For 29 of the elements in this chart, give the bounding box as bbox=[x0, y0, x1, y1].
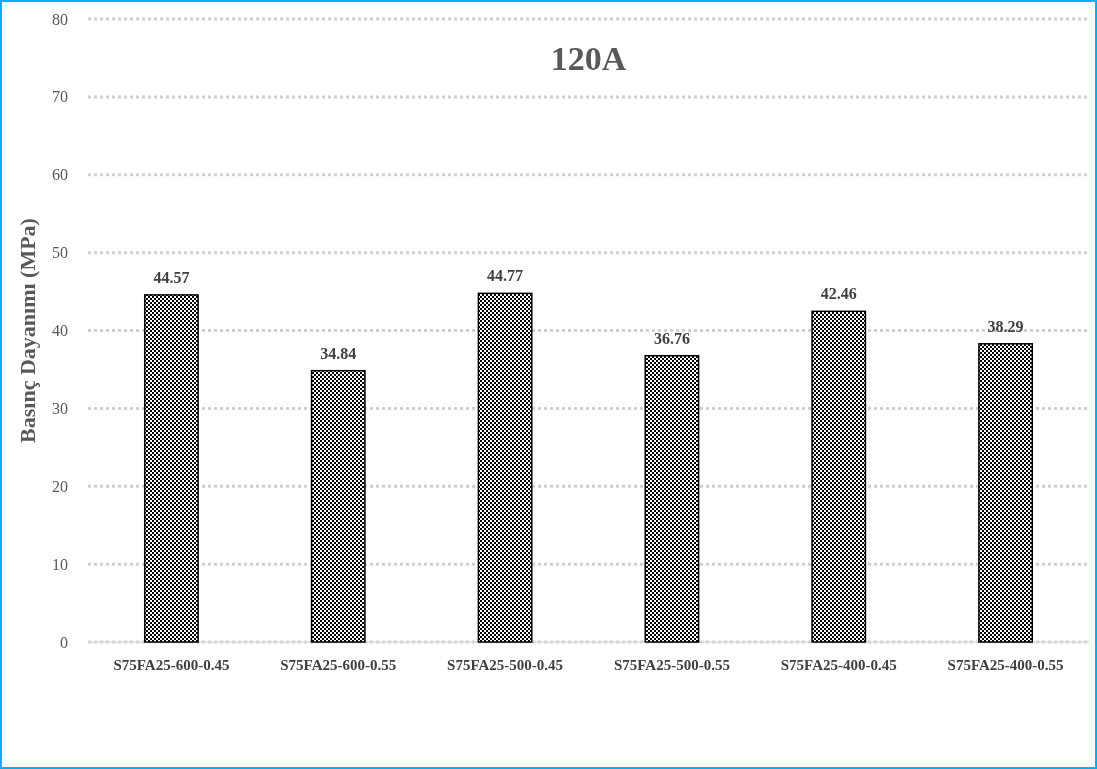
y-tick-label: 0 bbox=[60, 633, 68, 651]
data-label: 36.76 bbox=[653, 329, 690, 347]
y-tick-label: 40 bbox=[52, 322, 68, 340]
bar bbox=[644, 354, 700, 643]
x-tick-label: S75FA25-400-0.55 bbox=[947, 657, 1064, 673]
x-tick-label: S75FA25-400-0.45 bbox=[780, 657, 897, 673]
data-label: 42.46 bbox=[820, 285, 857, 303]
bar bbox=[811, 310, 867, 643]
y-tick-label: 20 bbox=[52, 477, 68, 495]
x-tick-label: S75FA25-500-0.55 bbox=[613, 657, 730, 673]
bar bbox=[143, 294, 199, 643]
y-tick-label: 30 bbox=[52, 399, 68, 417]
x-tick-label: S75FA25-600-0.55 bbox=[280, 657, 397, 673]
x-tick-label: S75FA25-600-0.45 bbox=[113, 657, 230, 673]
text: 120A bbox=[550, 40, 627, 77]
y-tick-label: 60 bbox=[52, 166, 68, 184]
y-axis-title: Basınç Dayanımı (MPa) bbox=[15, 218, 40, 443]
bar bbox=[477, 292, 533, 643]
data-label: 44.77 bbox=[487, 267, 524, 285]
bar bbox=[310, 369, 366, 643]
data-label: 44.57 bbox=[153, 268, 190, 286]
y-tick-label: 70 bbox=[52, 88, 68, 106]
data-label: 34.84 bbox=[320, 344, 357, 362]
y-tick-label: 80 bbox=[52, 10, 68, 28]
bar bbox=[978, 343, 1034, 643]
y-tick-label: 50 bbox=[52, 244, 68, 262]
data-label: 38.29 bbox=[987, 317, 1024, 335]
x-tick-label: S75FA25-500-0.45 bbox=[447, 657, 564, 673]
y-tick-label: 10 bbox=[52, 555, 68, 573]
